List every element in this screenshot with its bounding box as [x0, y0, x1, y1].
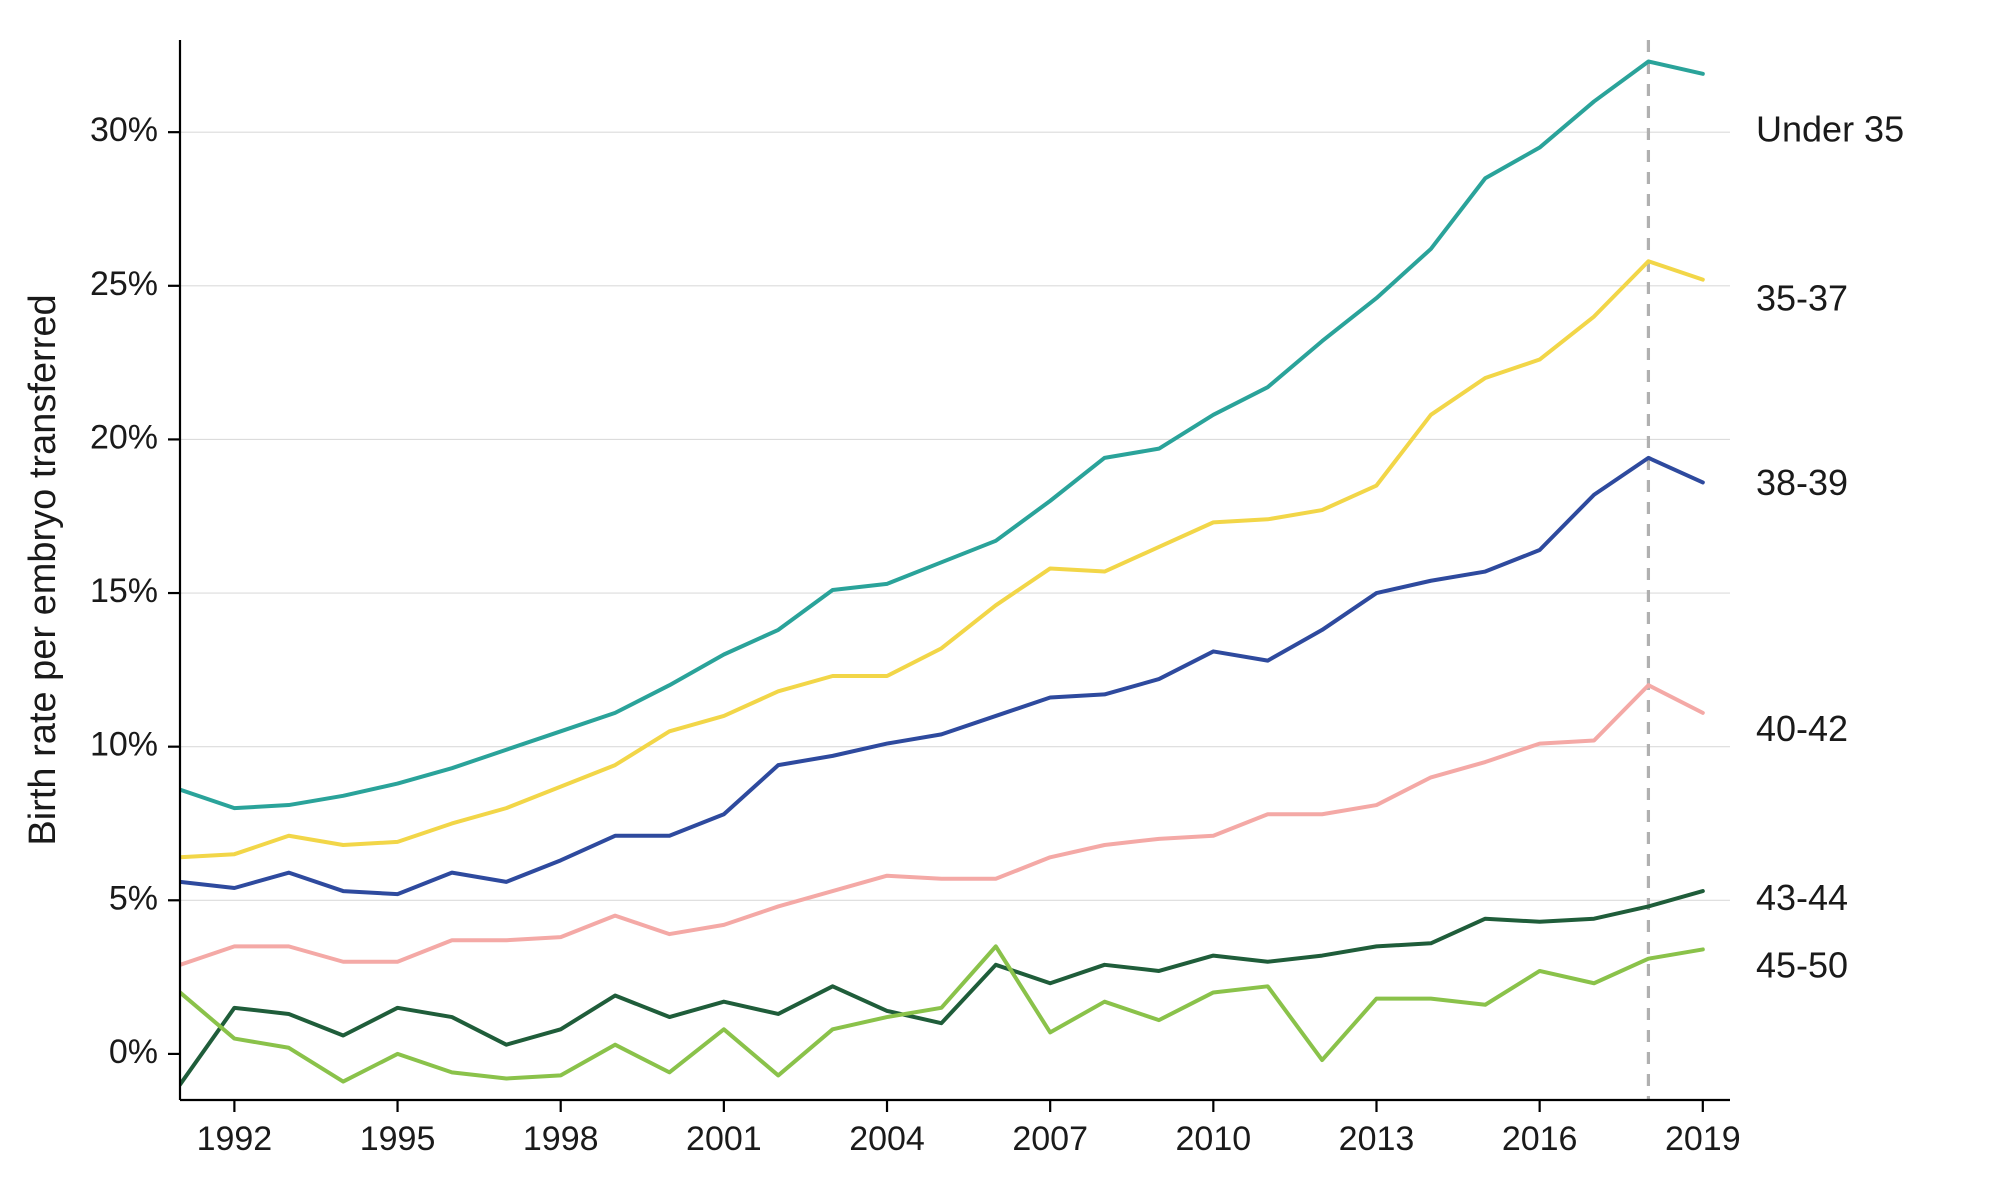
- x-tick-label: 2016: [1502, 1120, 1578, 1158]
- series-label: 45-50: [1756, 944, 1848, 985]
- series-line: [180, 946, 1703, 1081]
- x-tick-label: 2019: [1665, 1120, 1741, 1158]
- series-label: 40-42: [1756, 708, 1848, 749]
- y-axis-label: Birth rate per embryo transferred: [22, 294, 64, 845]
- series-line: [180, 62, 1703, 809]
- y-tick-label: 15%: [90, 572, 158, 610]
- series-line: [180, 261, 1703, 857]
- x-tick-label: 2007: [1012, 1120, 1088, 1158]
- y-tick-label: 10%: [90, 726, 158, 764]
- x-tick-label: 1995: [360, 1120, 436, 1158]
- x-tick-label: 1992: [197, 1120, 273, 1158]
- series-label: Under 35: [1756, 109, 1904, 150]
- y-tick-label: 0%: [109, 1033, 158, 1071]
- series-line: [180, 458, 1703, 894]
- x-tick-label: 2010: [1176, 1120, 1252, 1158]
- y-tick-label: 30%: [90, 111, 158, 149]
- x-tick-label: 2001: [686, 1120, 762, 1158]
- y-tick-label: 5%: [109, 879, 158, 917]
- x-tick-label: 1998: [523, 1120, 599, 1158]
- x-tick-label: 2004: [849, 1120, 925, 1158]
- line-chart: 0% 5% 10% 15% 20% 25% 30% 1992 1995 1998 2001 2004 2…: [0, 0, 2000, 1200]
- series-label: 35-37: [1756, 278, 1848, 319]
- series-label: 38-39: [1756, 462, 1848, 503]
- x-tick-label: 2013: [1339, 1120, 1415, 1158]
- y-tick-label: 25%: [90, 265, 158, 303]
- y-tick-label: 20%: [90, 418, 158, 456]
- series-label: 43-44: [1756, 877, 1848, 918]
